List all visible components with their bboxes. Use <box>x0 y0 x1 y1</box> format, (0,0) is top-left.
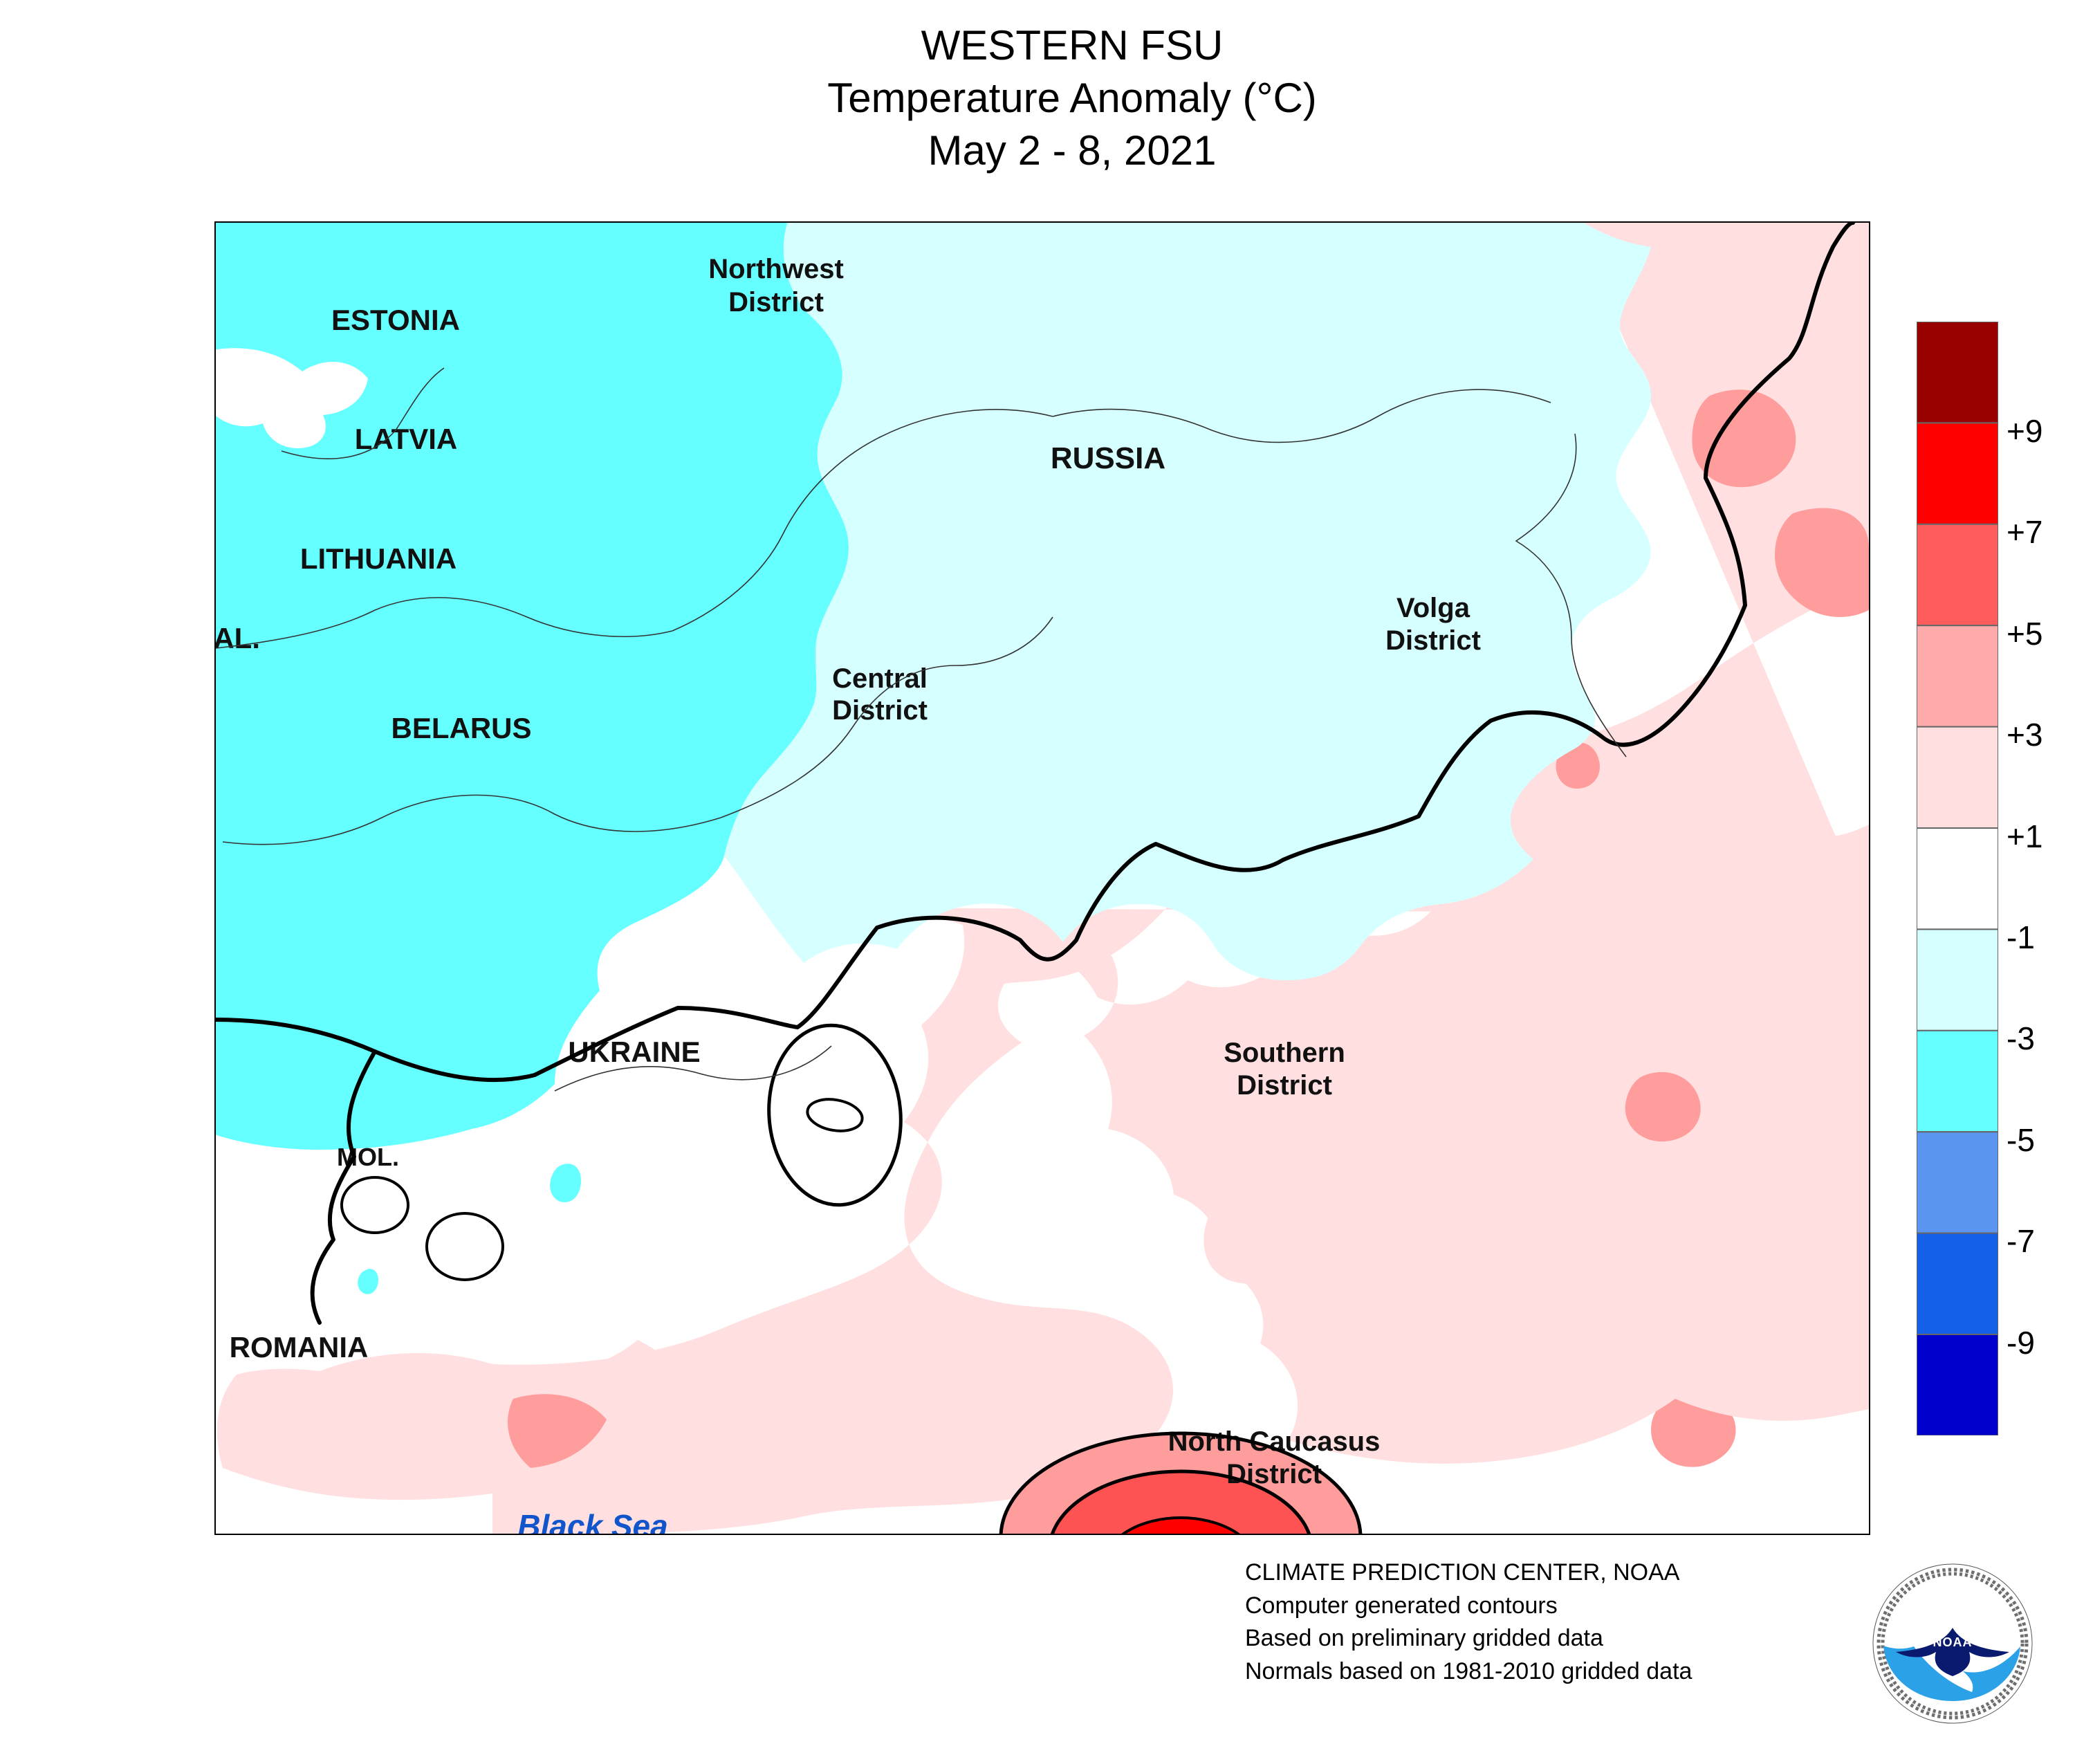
svg-text:Black Sea: Black Sea <box>517 1508 667 1534</box>
svg-text:ESTONIA: ESTONIA <box>331 304 460 336</box>
svg-text:District: District <box>832 695 928 726</box>
svg-text:KAL.: KAL. <box>216 622 260 654</box>
svg-text:North Caucasus: North Caucasus <box>1168 1426 1381 1457</box>
svg-text:LITHUANIA: LITHUANIA <box>300 542 456 575</box>
svg-text:District: District <box>1385 625 1481 656</box>
svg-text:Southern: Southern <box>1224 1038 1345 1068</box>
svg-text:UKRAINE: UKRAINE <box>568 1036 700 1068</box>
svg-text:NOAA: NOAA <box>1933 1635 1973 1649</box>
svg-text:RUSSIA: RUSSIA <box>1051 441 1165 475</box>
svg-text:Volga: Volga <box>1396 593 1470 623</box>
svg-text:Central: Central <box>832 663 928 694</box>
svg-text:Northwest: Northwest <box>708 254 844 284</box>
svg-text:District: District <box>1237 1070 1332 1101</box>
svg-text:District: District <box>728 287 824 318</box>
svg-text:ROMANIA: ROMANIA <box>230 1331 369 1363</box>
svg-text:BELARUS: BELARUS <box>391 712 531 744</box>
